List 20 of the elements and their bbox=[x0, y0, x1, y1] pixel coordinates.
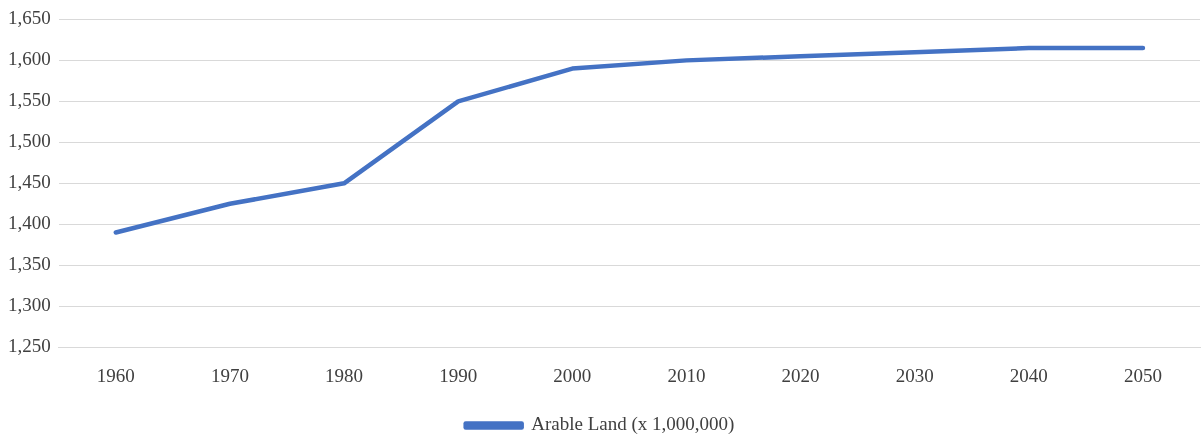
y-tick-label: 1,350 bbox=[8, 253, 51, 275]
x-tick-label: 1960 bbox=[96, 364, 135, 386]
y-tick-label: 1,550 bbox=[8, 89, 51, 111]
y-tick-label: 1,450 bbox=[8, 171, 51, 193]
y-tick-label: 1,600 bbox=[8, 48, 51, 70]
y-tick-label: 1,250 bbox=[8, 335, 51, 357]
x-tick-label: 2030 bbox=[895, 364, 934, 386]
x-tick-label: 1970 bbox=[210, 364, 249, 386]
y-tick-label: 1,300 bbox=[8, 294, 51, 316]
x-tick-label: 2000 bbox=[553, 364, 592, 386]
x-tick-label: 2010 bbox=[667, 364, 706, 386]
legend-label: Arable Land (x 1,000,000) bbox=[531, 413, 735, 436]
x-tick-label: 2050 bbox=[1123, 364, 1162, 386]
x-tick-label: 1990 bbox=[439, 364, 478, 386]
x-tick-label: 1980 bbox=[325, 364, 364, 386]
x-tick-label: 2020 bbox=[781, 364, 820, 386]
y-tick-label: 1,500 bbox=[8, 130, 51, 152]
y-tick-label: 1,400 bbox=[8, 212, 51, 234]
y-tick-label: 1,650 bbox=[8, 7, 51, 29]
x-tick-label: 2040 bbox=[1009, 364, 1048, 386]
